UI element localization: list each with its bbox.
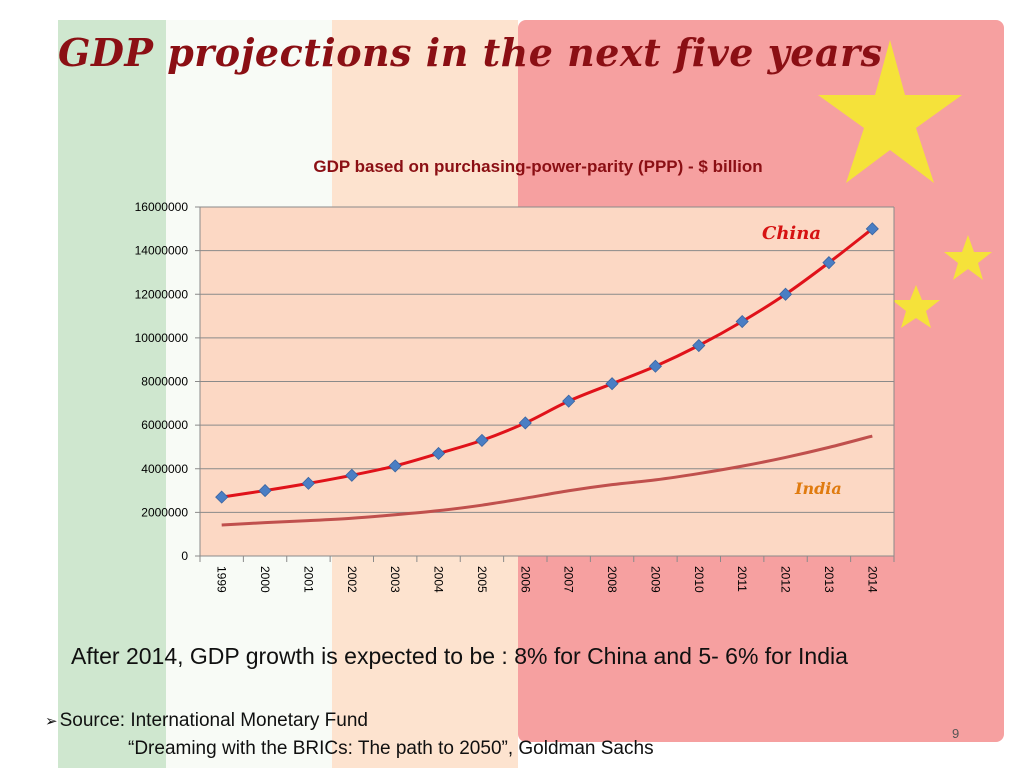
- y-tick-label: 2000000: [141, 505, 188, 519]
- small-star-icon: [892, 285, 940, 328]
- data-point-china: [431, 446, 446, 461]
- data-point-china: [215, 490, 229, 504]
- source-text: Source: International Monetary Fund: [59, 710, 368, 731]
- x-tick-label: 2006: [518, 566, 532, 593]
- y-tick-label: 8000000: [141, 375, 188, 389]
- caption-text: After 2014, GDP growth is expected to be…: [71, 643, 848, 669]
- series-line-india: [221, 434, 873, 527]
- x-tick-label: 1999: [215, 566, 229, 593]
- data-point-china: [258, 483, 272, 498]
- y-tick-label: 4000000: [141, 462, 188, 476]
- x-tick-label: 2004: [432, 566, 446, 593]
- data-point-china: [692, 338, 706, 353]
- x-tick-label: 2011: [735, 566, 749, 592]
- data-point-china: [865, 222, 879, 236]
- x-tick-label: 2010: [692, 566, 706, 593]
- data-point-china: [822, 256, 836, 270]
- data-point-china: [735, 314, 749, 329]
- x-tick-label: 2009: [648, 566, 662, 593]
- series-label-india: India: [794, 479, 842, 498]
- data-point-china: [605, 377, 619, 391]
- india-flag-green-band: [58, 20, 166, 768]
- page-number: 9: [952, 726, 960, 741]
- x-tick-label: 2014: [865, 566, 879, 593]
- source-line-2: “Dreaming with the BRICs: The path to 20…: [128, 738, 654, 759]
- series-line-china: [221, 227, 874, 499]
- y-tick-label: 12000000: [135, 287, 189, 301]
- x-tick-label: 2013: [822, 566, 836, 593]
- series-label-china: China: [762, 223, 821, 244]
- data-point-china: [388, 459, 402, 473]
- y-tick-label: 10000000: [135, 331, 189, 345]
- y-tick-label: 6000000: [141, 418, 188, 432]
- series-group: [215, 222, 879, 527]
- x-tick-label: 2003: [388, 566, 402, 593]
- x-tick-label: 2000: [258, 566, 272, 593]
- x-tick-label: 2005: [475, 566, 489, 593]
- arrow-bullet-icon: ➢: [45, 713, 58, 730]
- chart-title: GDP based on purchasing-power-parity (PP…: [313, 157, 762, 176]
- x-tick-label: 2012: [779, 566, 793, 593]
- x-tick-label: 2008: [605, 566, 619, 593]
- big-star-icon: [818, 40, 962, 183]
- y-tick-label: 0: [181, 549, 188, 563]
- x-tick-label: 2002: [345, 566, 359, 593]
- slide-title: GDP projections in the next five years: [58, 30, 883, 75]
- x-tick-label: 2007: [562, 566, 576, 593]
- data-point-china: [778, 287, 793, 301]
- source-line: ➢ Source: International Monetary Fund: [45, 710, 368, 732]
- x-axis: 1999 2000 2001 2002 2003 2004 2005 2006 2007 2008…: [199, 555, 895, 593]
- small-star-icon: [944, 235, 992, 280]
- data-point-china: [301, 476, 316, 490]
- y-tick-label: 14000000: [135, 244, 189, 258]
- data-point-china: [475, 433, 489, 447]
- data-point-china: [345, 468, 359, 482]
- x-tick-label: 2001: [301, 566, 315, 593]
- y-axis: 0 2000000 4000000 6000000 8000000 10000000 120…: [135, 200, 201, 563]
- data-point-china: [648, 359, 663, 373]
- y-tick-label: 16000000: [135, 200, 189, 214]
- data-point-china: [518, 416, 532, 430]
- data-point-china: [562, 394, 576, 408]
